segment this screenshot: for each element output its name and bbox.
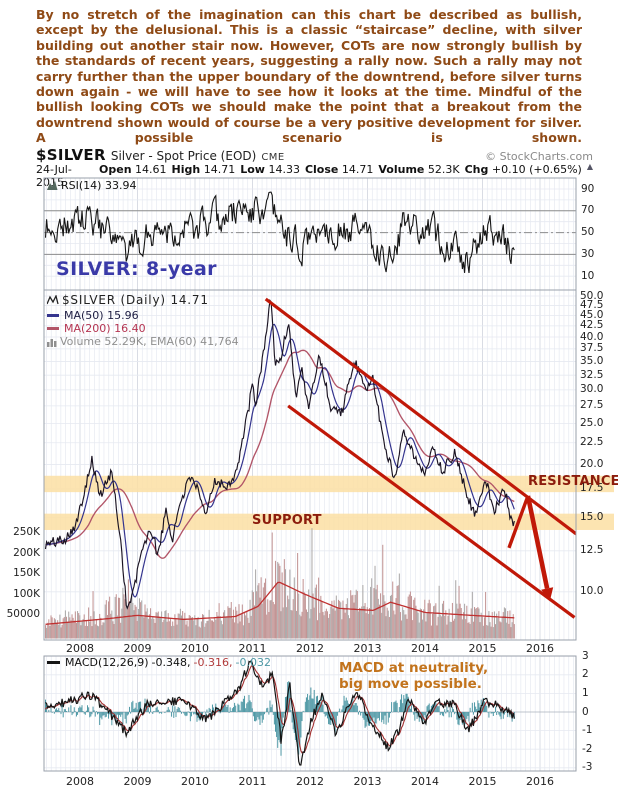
rsi-tick-label: 10 — [581, 269, 595, 282]
open-value: Open 14.61 — [99, 163, 167, 176]
macd-hist-value: -0.032 — [235, 656, 271, 669]
price-tick-label: 47.5 — [580, 298, 604, 311]
price-tick-label: 40.0 — [580, 330, 604, 343]
macd-legend: MACD(12,26,9) -0.348, -0.316, -0.032 — [47, 656, 271, 669]
change-value: Chg +0.10 (+0.65%) — [464, 163, 582, 176]
price-tick-label: 25.0 — [580, 416, 604, 429]
stockcharts-watermark: © StockCharts.com — [485, 150, 593, 163]
macd-tick-label: -1 — [582, 724, 593, 737]
rsi-legend: RSI(14) 33.94 — [47, 179, 136, 192]
rsi-tick-label: 90 — [581, 182, 595, 195]
macd-tick-label: 1 — [582, 686, 589, 699]
year-label: 2015 — [468, 775, 497, 788]
volume-tick-label: 200K — [13, 546, 40, 559]
ma200-legend: MA(200) 16.40 — [47, 322, 146, 335]
macd-value: -0.348, — [151, 656, 191, 669]
ohlc-values: Open 14.61 High 14.71 Low 14.33 Close 14… — [99, 162, 593, 176]
price-tick-label: 42.5 — [580, 319, 604, 332]
year-label: 2015 — [468, 642, 497, 655]
volume-tick-label: 250K — [13, 526, 40, 538]
ma200-line-swatch — [47, 327, 59, 330]
price-tick-label: 30.0 — [580, 383, 604, 396]
year-label: 2008 — [66, 642, 94, 655]
price-tick-label: 37.5 — [580, 342, 604, 355]
year-label: 2014 — [411, 642, 439, 655]
low-value: Low 14.33 — [240, 163, 300, 176]
close-value: Close 14.71 — [304, 163, 374, 176]
price-tick-label: 22.5 — [580, 436, 604, 449]
price-tick-label: 12.5 — [580, 544, 604, 557]
ticker-description: Silver - Spot Price (EOD) — [110, 149, 257, 163]
macd-annotation-line2: big move possible. — [339, 676, 482, 692]
year-label: 2016 — [526, 775, 554, 788]
year-label: 2013 — [353, 775, 382, 788]
price-tick-label: 10.0 — [580, 585, 604, 598]
ma200-legend-text: MA(200) 16.40 — [64, 322, 146, 335]
price-chart-icon — [47, 295, 59, 305]
year-label: 2010 — [181, 642, 209, 655]
year-label: 2011 — [238, 642, 267, 655]
ma50-legend-text: MA(50) 15.96 — [64, 309, 139, 322]
macd-line-swatch — [47, 661, 60, 664]
macd-tick-label: -2 — [582, 742, 593, 755]
macd-legend-name: MACD(12,26,9) — [65, 656, 149, 669]
macd-annotation: MACD at neutrality, big move possible. — [339, 660, 488, 692]
resistance-label: RESISTANCE — [528, 474, 618, 489]
rsi-tick-label: 50 — [581, 226, 595, 239]
year-label: 2009 — [123, 775, 152, 788]
price-legend: $SILVER (Daily) 14.71 — [47, 293, 209, 307]
volume-legend: Volume 52.29K, EMA(60) 41,764 — [47, 335, 239, 348]
rsi-legend-text: RSI(14) 33.94 — [61, 179, 137, 192]
ma50-line-swatch — [47, 314, 59, 317]
price-tick-label: 35.0 — [580, 355, 604, 368]
macd-tick-label: 0 — [582, 705, 589, 718]
volume-legend-text: Volume 52.29K, EMA(60) 41,764 — [60, 335, 239, 348]
year-label: 2012 — [296, 775, 324, 788]
volume-tick-label: 50000 — [6, 608, 40, 620]
macd-signal-value: -0.316, — [193, 656, 233, 669]
analysis-commentary: By no stretch of the imagination can thi… — [36, 7, 582, 146]
ma50-legend: MA(50) 15.96 — [47, 309, 139, 322]
price-tick-label: 20.0 — [580, 457, 604, 470]
rsi-indicator-icon — [47, 181, 58, 190]
macd-tick-label: 3 — [582, 649, 589, 662]
price-tick-label: 27.5 — [580, 399, 604, 412]
year-label: 2008 — [66, 775, 94, 788]
year-label: 2011 — [238, 775, 267, 788]
volume-tick-label: 150K — [13, 567, 40, 579]
volume-tick-label: 100K — [13, 587, 40, 600]
price-tick-label: 45.0 — [580, 308, 604, 321]
rsi-tick-label: 30 — [581, 247, 595, 260]
year-label: 2012 — [296, 642, 324, 655]
rsi-tick-label: 70 — [581, 204, 595, 217]
price-legend-text: $SILVER (Daily) 14.71 — [62, 293, 209, 307]
volume-value: Volume 52.3K — [378, 163, 460, 176]
exchange-label: CME — [261, 152, 285, 163]
support-label: SUPPORT — [252, 513, 322, 528]
macd-annotation-line1: MACD at neutrality, — [339, 660, 489, 676]
quote-date: 24-Jul-2015 — [36, 163, 72, 189]
year-label: 2009 — [123, 642, 152, 655]
macd-tick-label: 2 — [582, 668, 589, 681]
price-tick-label: 15.0 — [580, 510, 604, 523]
high-value: High 14.71 — [171, 163, 236, 176]
up-triangle-icon: ▲ — [586, 162, 593, 171]
year-label: 2010 — [181, 775, 209, 788]
macd-tick-label: -3 — [582, 761, 593, 774]
silver-8-year-label: SILVER: 8-year — [56, 258, 217, 280]
year-label: 2013 — [353, 642, 382, 655]
volume-bars-icon — [47, 338, 57, 347]
price-tick-label: 32.5 — [580, 368, 604, 381]
ticker-symbol: $SILVER — [36, 146, 106, 164]
year-label: 2016 — [526, 642, 554, 655]
price-tick-label: 50.0 — [580, 289, 604, 302]
year-label: 2014 — [411, 775, 439, 788]
chart-header: $SILVER Silver - Spot Price (EOD) CME © … — [36, 146, 593, 164]
quote-row: 24-Jul-2015 Open 14.61 High 14.71 Low 14… — [36, 162, 593, 189]
